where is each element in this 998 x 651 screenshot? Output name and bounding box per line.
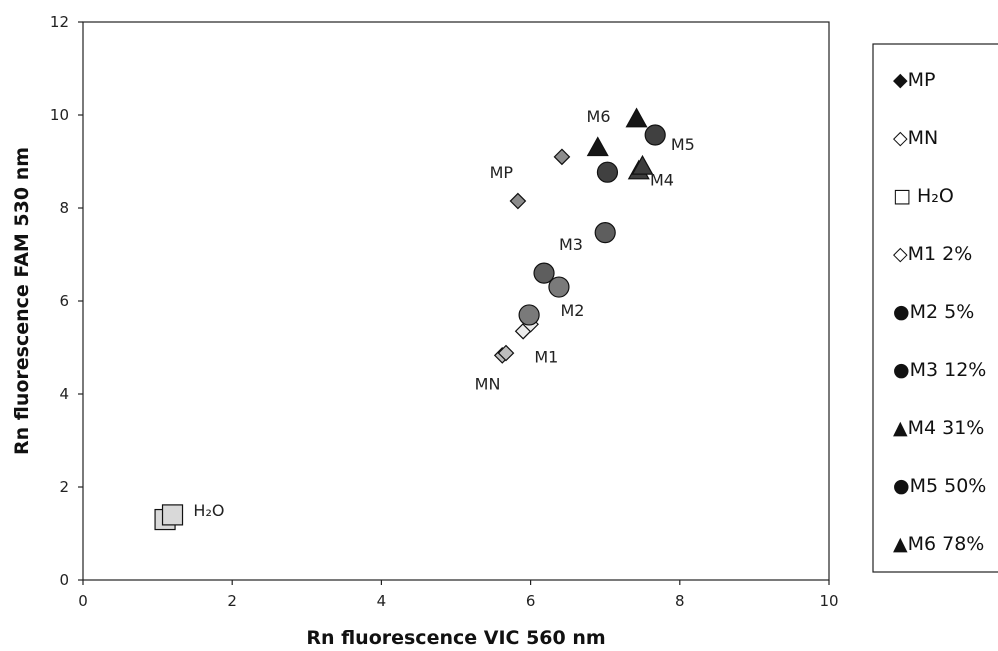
data-point bbox=[518, 304, 540, 326]
y-axis-title: Rn fluorescence FAM 530 nm bbox=[11, 147, 33, 455]
y-tick-label: 8 bbox=[59, 199, 69, 217]
x-tick-label: 4 bbox=[377, 592, 387, 610]
point-annotation: M1 bbox=[534, 347, 558, 366]
data-point bbox=[586, 136, 609, 157]
legend-box bbox=[872, 43, 998, 573]
x-tick-label: 10 bbox=[819, 592, 838, 610]
plot-area bbox=[82, 21, 830, 581]
y-tick-label: 4 bbox=[59, 385, 69, 403]
y-tick-label: 6 bbox=[59, 292, 69, 310]
point-annotation: MP bbox=[490, 163, 514, 182]
legend-entry: ●M3 12% bbox=[893, 359, 986, 381]
y-tick-label: 12 bbox=[50, 13, 69, 31]
legend-entry: ◆MP bbox=[893, 69, 935, 91]
legend-entry: ●M2 5% bbox=[893, 301, 974, 323]
point-annotation: M2 bbox=[560, 301, 584, 320]
data-point bbox=[548, 276, 570, 298]
point-annotation: M6 bbox=[587, 107, 611, 126]
point-annotation: M4 bbox=[650, 171, 674, 190]
data-point bbox=[625, 107, 648, 128]
data-point bbox=[644, 124, 666, 146]
legend-entry: ●M5 50% bbox=[893, 475, 986, 497]
data-point bbox=[596, 161, 619, 183]
point-annotation: H₂O bbox=[193, 501, 224, 520]
legend-entry: ▲M6 78% bbox=[893, 533, 984, 555]
data-point bbox=[553, 148, 571, 166]
data-point bbox=[161, 504, 184, 526]
point-annotation: M3 bbox=[559, 235, 583, 254]
data-point bbox=[594, 222, 616, 244]
point-annotation: MN bbox=[475, 374, 501, 393]
legend-entry: □ H₂O bbox=[893, 185, 954, 207]
x-tick-label: 6 bbox=[526, 592, 536, 610]
x-tick-label: 8 bbox=[675, 592, 685, 610]
data-point bbox=[497, 344, 515, 362]
y-tick-label: 10 bbox=[50, 106, 69, 124]
legend-entry: ▲M4 31% bbox=[893, 417, 984, 439]
data-point bbox=[509, 192, 527, 210]
legend-entry: ◇M1 2% bbox=[893, 243, 972, 265]
y-tick-label: 2 bbox=[59, 478, 69, 496]
x-tick-label: 0 bbox=[78, 592, 88, 610]
data-point bbox=[631, 154, 654, 175]
y-tick-label: 0 bbox=[59, 571, 69, 589]
x-axis-title: Rn fluorescence VIC 560 nm bbox=[306, 627, 605, 649]
point-annotation: M5 bbox=[671, 135, 695, 154]
data-point bbox=[533, 262, 555, 284]
legend: ◆MP ◇MN □ H₂O ◇M1 2% ●M2 5% ●M3 12% ▲M4 31% ●M5… bbox=[872, 43, 998, 573]
x-tick-label: 2 bbox=[227, 592, 237, 610]
legend-entry: ◇MN bbox=[893, 127, 938, 149]
